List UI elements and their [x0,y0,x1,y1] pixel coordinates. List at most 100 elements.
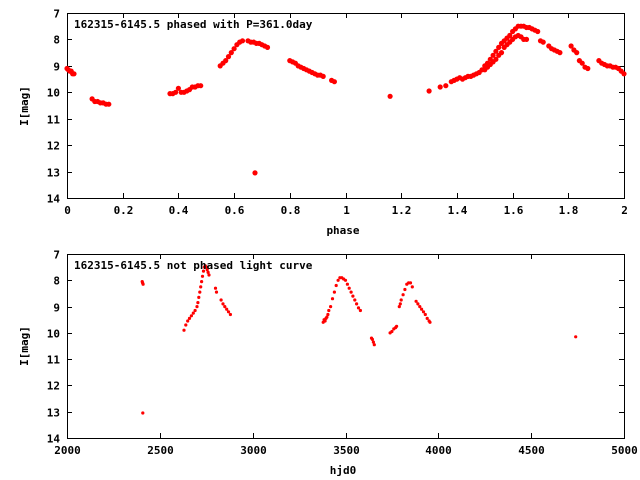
data-point [351,294,355,298]
data-point [331,79,337,85]
chart-title: 162315-6145.5 phased with P=361.0day [74,18,313,31]
phased-light-curve-panel: 0 0.2 0.4 0.6 0.8 1 1.2 1.4 1.6 1.8 2 7 8 9 10 11 12 13 1… [18,8,628,238]
data-point [358,308,362,313]
x-tick-label: 2 [621,204,628,217]
unphased-light-curve-panel: 2000 2500 3000 3500 4000 4500 5000 7 8 9 10 11 12 13… [18,249,638,478]
data-point [200,274,205,278]
x-tick-labels: 0 0.2 0.4 0.6 0.8 1 1.2 1.4 1.6 1.8 2 [64,204,628,217]
x-tick-label: 4000 [425,444,452,457]
data-point [387,93,393,99]
x-tick-label: 1.8 [559,204,579,217]
data-point [206,270,210,274]
data-point [204,265,208,269]
data-point [201,269,206,273]
x-tick-label: 2000 [54,444,81,457]
data-point [347,286,351,290]
data-point [349,290,353,294]
data-point [343,278,348,282]
data-point [334,283,338,288]
data-point [540,39,546,45]
data-point [535,28,541,35]
data-point [329,305,333,309]
data-point [423,312,427,317]
data-point [426,88,432,94]
data-point [416,302,420,306]
y-tick-label: 12 [47,140,60,153]
data-point [507,32,513,39]
data-point [399,298,403,302]
data-point [327,308,331,313]
data-point [568,43,574,49]
y-tick-label: 14 [47,193,61,206]
data-point [213,286,218,290]
data-point [493,48,499,54]
y-tick-label: 7 [53,8,60,21]
data-point [214,290,219,294]
x-tick-label: 3500 [333,444,360,457]
data-points [140,264,578,415]
y-tick-label: 11 [47,114,61,127]
data-point [200,280,204,284]
data-point [219,298,223,302]
data-point [196,301,200,305]
data-point [187,316,192,320]
data-point [195,305,199,309]
data-point [370,337,374,341]
data-point [428,320,432,324]
y-tick-label: 7 [53,249,60,262]
plot-frame [67,254,625,439]
data-point [323,319,327,323]
data-point [395,324,399,328]
data-point [193,308,197,313]
axis-ticks [67,13,625,199]
data-point [231,46,237,52]
data-point [71,71,77,77]
data-point [228,50,234,56]
data-point [226,310,231,314]
data-point [579,60,585,66]
data-point [106,101,112,107]
x-axis-label: phase [326,224,359,237]
y-tick-label: 12 [47,380,60,393]
y-axis-label: I[mag] [18,326,31,366]
data-point [490,52,496,58]
data-point [186,319,190,323]
y-tick-label: 8 [53,275,60,288]
data-point [320,73,326,79]
data-point [418,305,422,309]
data-point [198,290,202,294]
data-point [184,323,188,327]
data-point [223,305,227,309]
data-point [173,89,179,95]
data-point [371,340,375,344]
data-point [390,329,394,334]
data-point [437,84,443,90]
data-point [557,50,563,56]
x-tick-label: 5000 [611,444,638,457]
chart-title: 162315-6145.5 not phased light curve [74,259,313,272]
y-tick-label: 13 [47,167,60,180]
data-point [496,44,502,51]
data-point [191,311,195,315]
y-tick-label: 11 [47,354,61,367]
data-point [574,335,578,339]
axis-ticks [67,254,625,439]
data-point [498,50,505,56]
data-point [523,36,530,43]
data-point [332,290,336,294]
data-points [64,23,627,176]
y-axis-label: I[mag] [18,86,31,126]
y-tick-label: 10 [47,87,60,100]
data-point [189,314,193,318]
data-point [225,307,229,311]
x-tick-label: 0 [64,204,71,217]
x-axis-label: hjd0 [330,464,357,477]
data-point [252,170,258,176]
data-point [330,297,335,301]
x-tick-label: 3000 [240,444,267,457]
x-tick-label: 4500 [518,444,545,457]
data-point [421,310,426,314]
data-point [221,302,225,306]
data-point [182,328,186,332]
